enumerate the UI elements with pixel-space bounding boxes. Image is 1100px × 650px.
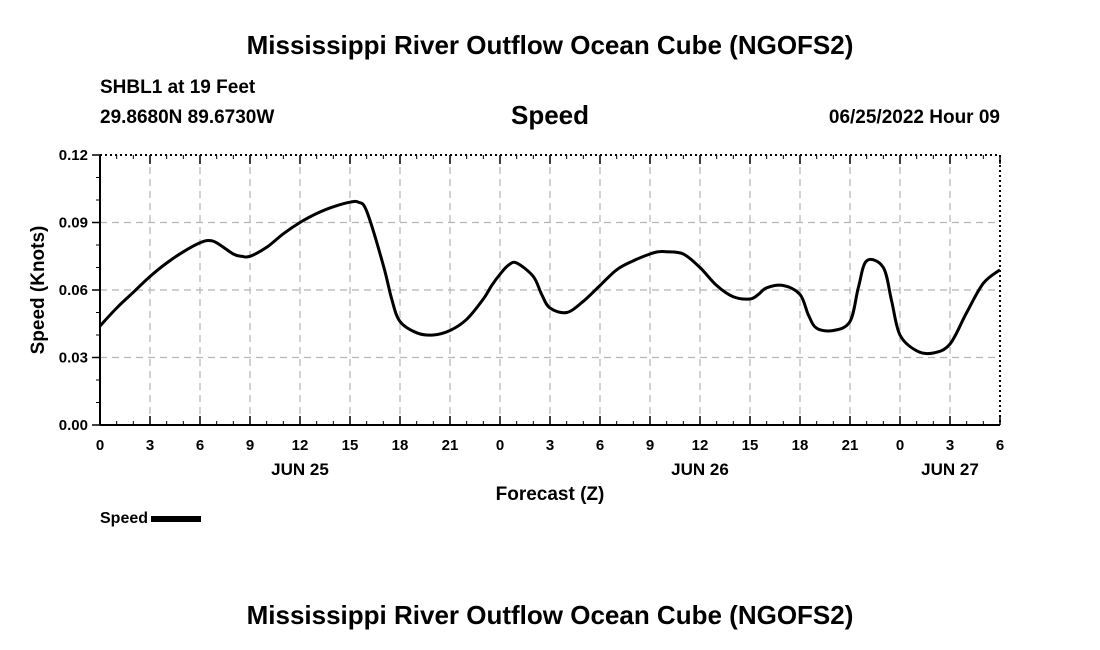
y-tick-label: 0.12	[59, 147, 88, 164]
timestamp: 06/25/2022 Hour 09	[828, 107, 1000, 128]
x-tick-label: 0	[96, 437, 104, 454]
y-tick-label: 0.06	[59, 282, 88, 299]
legend-label: Speed	[100, 510, 149, 527]
y-tick-label: 0.00	[59, 417, 88, 434]
x-tick-label: 3	[946, 437, 954, 454]
x-tick-label: 15	[342, 437, 359, 454]
x-tick-label: 21	[442, 437, 459, 454]
legend: Speed	[100, 510, 202, 528]
x-tick-label: 15	[742, 437, 759, 454]
station-label: SHBL1 at 19 Feet	[100, 77, 256, 98]
x-tick-label: 0	[496, 437, 504, 454]
series	[98, 199, 1001, 356]
y-tick-label: 0.09	[59, 215, 88, 232]
date-label: JUN 25	[271, 460, 329, 479]
plot-title: Speed	[510, 100, 590, 130]
x-tick-label: 12	[292, 437, 309, 454]
x-tick-label: 3	[146, 437, 154, 454]
x-axis-label: Forecast (Z)	[496, 484, 605, 505]
footer-title: Mississippi River Outflow Ocean Cube (NG…	[246, 600, 854, 630]
speed-series-line	[98, 199, 1001, 356]
grid	[100, 155, 1000, 425]
x-tick-label: 21	[842, 437, 859, 454]
x-tick-label: 0	[896, 437, 904, 454]
x-tick-label: 18	[792, 437, 809, 454]
x-tick-label: 18	[392, 437, 409, 454]
legend-line-swatch	[151, 516, 202, 522]
station-coordinates: 29.8680N 89.6730W	[100, 107, 275, 128]
x-tick-label: 9	[646, 437, 654, 454]
page-title: Mississippi River Outflow Ocean Cube (NG…	[246, 30, 854, 60]
date-label: JUN 26	[671, 460, 729, 479]
x-tick-label: 6	[196, 437, 204, 454]
x-tick-label: 6	[996, 437, 1004, 454]
x-tick-label: 12	[692, 437, 709, 454]
y-axis-label: Speed (Knots)	[28, 226, 49, 355]
date-label: JUN 27	[921, 460, 979, 479]
x-tick-label: 9	[246, 437, 254, 454]
axes	[92, 154, 1001, 426]
y-tick-label: 0.03	[59, 350, 88, 367]
x-tick-label: 3	[546, 437, 554, 454]
axis-labels: Speed (Knots) Forecast (Z) 0 3 6 9 12 15 18 21 0…	[28, 147, 1004, 505]
x-tick-label: 6	[596, 437, 604, 454]
